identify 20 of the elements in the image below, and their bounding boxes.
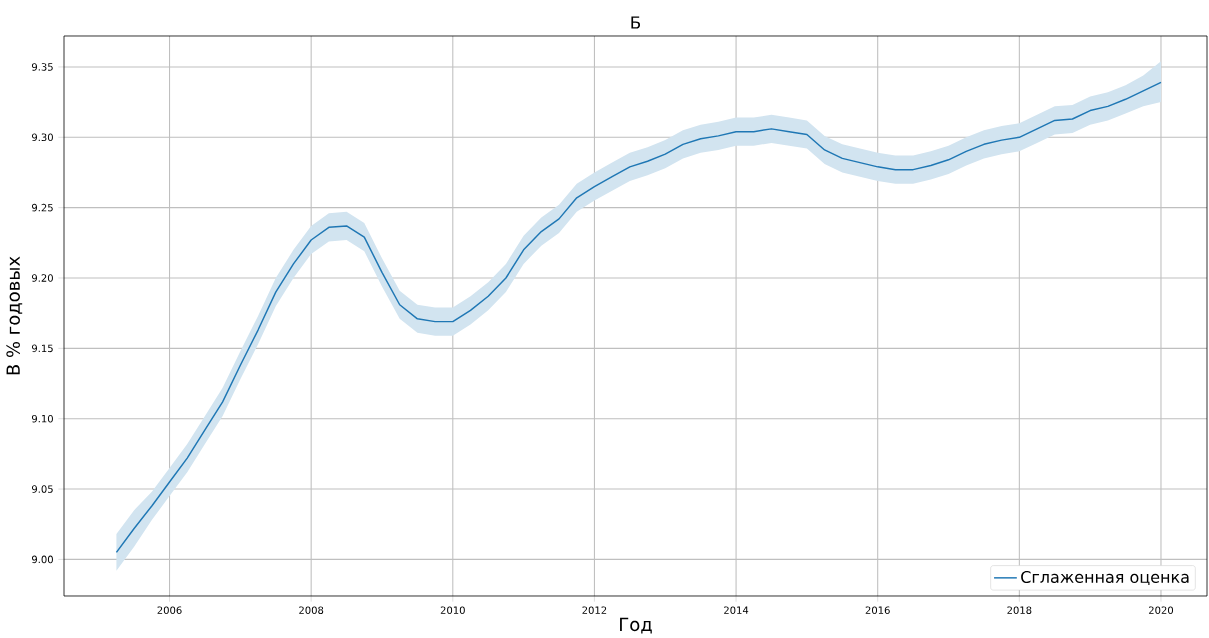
x-tick-label: 2016 <box>865 606 890 615</box>
x-tick-label: 2014 <box>724 606 749 615</box>
x-axis-title: Год <box>620 617 652 634</box>
y-tick-label: 9.00 <box>31 555 53 564</box>
y-tick-label: 9.05 <box>31 485 53 493</box>
x-tick-label: 2020 <box>1148 606 1174 615</box>
y-tick-label: 9.20 <box>31 274 53 282</box>
y-tick-label: 9.10 <box>31 415 53 423</box>
x-tick-label: 2018 <box>1007 606 1032 615</box>
chart-title: Б <box>631 16 641 29</box>
y-tick-label: 9.25 <box>31 203 53 212</box>
x-tick-label: 2006 <box>157 606 182 615</box>
y-tick-label: 9.15 <box>31 344 53 353</box>
y-tick-label: 9.35 <box>31 63 53 71</box>
y-axis-title: В % годовых <box>6 256 23 375</box>
x-tick-label: 2010 <box>440 606 465 615</box>
x-tick-label: 2008 <box>299 606 324 615</box>
x-tick-label: 2012 <box>582 606 607 615</box>
y-tick-label: 9.30 <box>31 133 53 142</box>
legend-label: Сглаженная оценка <box>1021 570 1189 586</box>
